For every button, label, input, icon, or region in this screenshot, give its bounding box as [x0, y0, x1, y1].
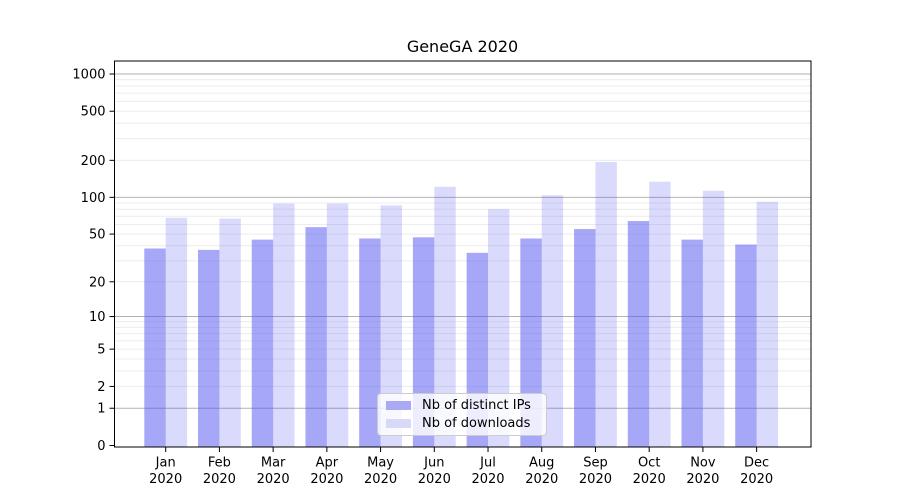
chart-title: GeneGA 2020 [406, 37, 519, 56]
x-tick-label-year: 2020 [310, 472, 343, 487]
legend: Nb of distinct IPs Nb of downloads [377, 393, 547, 436]
y-tick-label: 20 [89, 275, 106, 290]
x-tick-label-year: 2020 [149, 472, 182, 487]
x-tick-label-month: Nov [690, 456, 716, 471]
x-tick-label-year: 2020 [203, 472, 236, 487]
legend-item-downloads: Nb of downloads [386, 415, 546, 431]
x-tick-label-year: 2020 [740, 472, 773, 487]
bar-distinct-ips-apr [305, 227, 327, 447]
x-tick-label-year: 2020 [686, 472, 719, 487]
x-tick-label-month: May [367, 456, 394, 471]
legend-swatch-distinct-ips [386, 401, 411, 410]
x-tick-label-year: 2020 [633, 472, 666, 487]
bar-distinct-ips-may [359, 238, 381, 447]
x-tick-label-year: 2020 [525, 472, 558, 487]
bar-downloads-aug [541, 195, 564, 447]
x-tick-label-year: 2020 [418, 472, 451, 487]
bar-downloads-nov [702, 190, 725, 447]
x-tick-label-month: Sep [583, 456, 608, 471]
bar-distinct-ips-mar [251, 239, 274, 447]
y-tick-label: 50 [89, 228, 106, 243]
plot-border [114, 60, 812, 448]
bar-downloads-apr [326, 203, 349, 447]
x-tick-label-month: Jan [155, 456, 176, 471]
legend-label-distinct-ips: Nb of distinct IPs [422, 397, 531, 413]
bar-downloads-jan [165, 217, 188, 447]
y-tick-label: 100 [81, 191, 106, 206]
y-tick-label: 5 [97, 343, 105, 358]
bar-downloads-sep [595, 161, 617, 447]
x-tick-label-year: 2020 [257, 472, 290, 487]
y-tick-label: 500 [81, 105, 106, 120]
y-tick-label: 10 [89, 310, 106, 325]
y-tick-label: 1 [97, 402, 105, 417]
bar-downloads-oct [649, 181, 671, 448]
bar-downloads-feb [219, 218, 241, 447]
bar-downloads-jul [488, 209, 510, 447]
bar-downloads-may [380, 205, 402, 447]
bar-distinct-ips-jan [144, 248, 166, 447]
bar-distinct-ips-dec [735, 244, 757, 447]
bar-downloads-mar [273, 203, 295, 447]
x-tick-label-year: 2020 [471, 472, 504, 487]
x-tick-label-month: Apr [316, 456, 339, 471]
x-tick-label-month: Jun [423, 456, 444, 471]
bar-downloads-dec [756, 201, 779, 447]
x-tick-label-month: Jul [479, 456, 496, 471]
x-tick-label-month: Oct [638, 456, 660, 471]
x-tick-label-month: Aug [529, 456, 554, 471]
x-tick-label-year: 2020 [364, 472, 397, 487]
bar-distinct-ips-sep [574, 229, 596, 447]
y-tick-label: 0 [97, 439, 105, 454]
x-tick-label-month: Mar [261, 456, 286, 471]
y-tick-label: 1000 [72, 68, 105, 83]
x-tick-label-month: Feb [208, 456, 231, 471]
bar-distinct-ips-feb [198, 249, 220, 447]
y-tick-label: 200 [81, 154, 106, 169]
legend-item-distinct-ips: Nb of distinct IPs [386, 397, 546, 413]
bar-downloads-jun [434, 186, 456, 447]
legend-swatch-downloads [386, 419, 411, 428]
bar-distinct-ips-oct [627, 221, 650, 447]
y-tick-label: 2 [97, 380, 105, 395]
x-tick-label-month: Dec [744, 456, 769, 471]
legend-label-downloads: Nb of downloads [422, 415, 531, 431]
bar-distinct-ips-nov [681, 239, 703, 447]
x-tick-label-year: 2020 [579, 472, 612, 487]
